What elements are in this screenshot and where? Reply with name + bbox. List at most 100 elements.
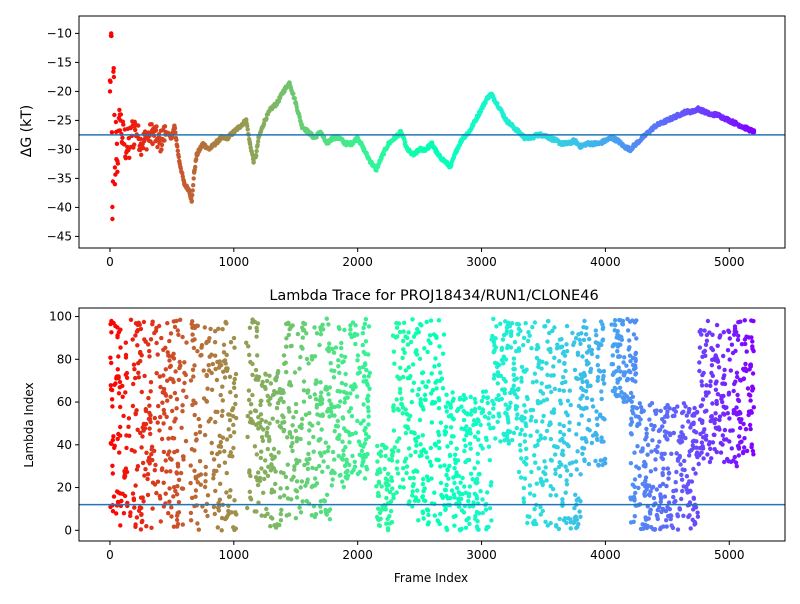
lambda-point bbox=[282, 493, 287, 498]
lambda-point bbox=[748, 426, 753, 432]
lambda-point bbox=[228, 488, 233, 493]
lambda-point bbox=[551, 407, 557, 412]
lambda-point bbox=[294, 435, 300, 441]
lambda-point bbox=[385, 471, 391, 476]
lambda-point bbox=[375, 459, 380, 464]
lambda-point bbox=[520, 418, 525, 423]
lambda-point bbox=[739, 342, 745, 347]
lambda-point bbox=[587, 336, 592, 342]
lambda-point bbox=[400, 411, 405, 416]
lambda-point bbox=[333, 423, 339, 429]
lambda-point bbox=[699, 379, 704, 384]
lambda-point bbox=[736, 398, 742, 404]
lambda-point bbox=[590, 404, 596, 409]
lambda-point bbox=[554, 523, 559, 528]
lambda-point bbox=[540, 480, 545, 485]
lambda-point bbox=[326, 444, 331, 450]
lambda-point bbox=[164, 414, 169, 420]
lambda-point bbox=[141, 499, 146, 504]
lambda-point bbox=[564, 478, 569, 483]
lambda-point bbox=[131, 381, 136, 387]
data-point bbox=[192, 170, 197, 175]
lambda-point bbox=[493, 436, 498, 441]
lambda-point bbox=[117, 379, 123, 385]
lambda-point bbox=[395, 439, 400, 444]
lambda-point bbox=[691, 495, 696, 500]
lambda-point bbox=[630, 394, 636, 399]
lambda-point bbox=[318, 380, 323, 385]
lambda-point bbox=[545, 339, 550, 344]
lambda-point bbox=[312, 483, 318, 488]
lambda-point bbox=[232, 376, 237, 382]
lambda-point bbox=[397, 390, 403, 395]
lambda-point bbox=[693, 505, 699, 510]
bottom-y-axis-label: Lambda Index bbox=[22, 382, 36, 467]
lambda-point bbox=[362, 476, 368, 481]
lambda-point bbox=[675, 512, 680, 517]
lambda-point bbox=[277, 495, 283, 500]
lambda-point bbox=[317, 398, 322, 403]
lambda-point bbox=[217, 443, 223, 449]
lambda-point bbox=[407, 375, 412, 381]
data-point bbox=[318, 129, 323, 135]
lambda-point bbox=[617, 385, 623, 390]
lambda-point bbox=[618, 369, 623, 374]
lambda-point bbox=[519, 427, 524, 433]
lambda-point bbox=[320, 322, 325, 327]
lambda-point bbox=[637, 473, 642, 479]
lambda-point bbox=[682, 458, 687, 464]
lambda-point bbox=[493, 336, 498, 341]
lambda-point bbox=[619, 337, 625, 342]
lambda-point bbox=[111, 494, 117, 499]
lambda-point bbox=[231, 335, 237, 341]
lambda-point bbox=[730, 350, 736, 356]
lambda-point bbox=[152, 415, 157, 421]
lambda-point bbox=[562, 516, 568, 521]
lambda-point bbox=[281, 427, 287, 433]
lambda-point bbox=[480, 497, 485, 502]
lambda-point bbox=[399, 401, 404, 407]
lambda-point bbox=[456, 490, 461, 495]
lambda-point bbox=[662, 494, 668, 499]
lambda-point bbox=[158, 384, 163, 390]
lambda-point bbox=[263, 470, 268, 475]
trace-point bbox=[174, 137, 179, 143]
lambda-point bbox=[460, 475, 465, 481]
lambda-point bbox=[175, 484, 180, 489]
lambda-point bbox=[131, 497, 137, 503]
lambda-point bbox=[654, 487, 659, 492]
trace-point bbox=[292, 96, 297, 101]
lambda-point bbox=[323, 440, 328, 445]
lambda-point bbox=[675, 458, 681, 463]
lambda-point bbox=[533, 419, 539, 424]
lambda-point bbox=[332, 429, 337, 434]
lambda-point bbox=[117, 385, 123, 390]
lambda-point bbox=[475, 519, 480, 524]
lambda-point bbox=[472, 396, 477, 402]
lambda-point bbox=[575, 449, 580, 454]
lambda-point bbox=[722, 367, 727, 373]
lambda-point bbox=[417, 453, 422, 459]
lambda-point bbox=[589, 440, 595, 446]
lambda-point bbox=[553, 471, 558, 476]
lambda-point bbox=[196, 416, 201, 422]
lambda-point bbox=[636, 485, 641, 491]
lambda-point bbox=[732, 332, 737, 337]
lambda-point bbox=[643, 475, 649, 480]
lambda-point bbox=[131, 362, 137, 367]
lambda-point bbox=[209, 387, 215, 392]
lambda-point bbox=[462, 437, 467, 443]
lambda-point bbox=[527, 483, 533, 488]
lambda-point bbox=[301, 379, 307, 384]
lambda-point bbox=[244, 340, 249, 345]
lambda-point bbox=[494, 396, 499, 402]
lambda-point bbox=[627, 345, 632, 350]
lambda-point bbox=[709, 345, 714, 351]
lambda-point bbox=[448, 425, 454, 430]
lambda-point bbox=[421, 516, 426, 521]
lambda-point bbox=[742, 445, 747, 450]
lambda-point bbox=[474, 496, 480, 501]
lambda-point bbox=[523, 446, 529, 452]
lambda-point bbox=[263, 386, 268, 391]
lambda-point bbox=[721, 330, 726, 335]
